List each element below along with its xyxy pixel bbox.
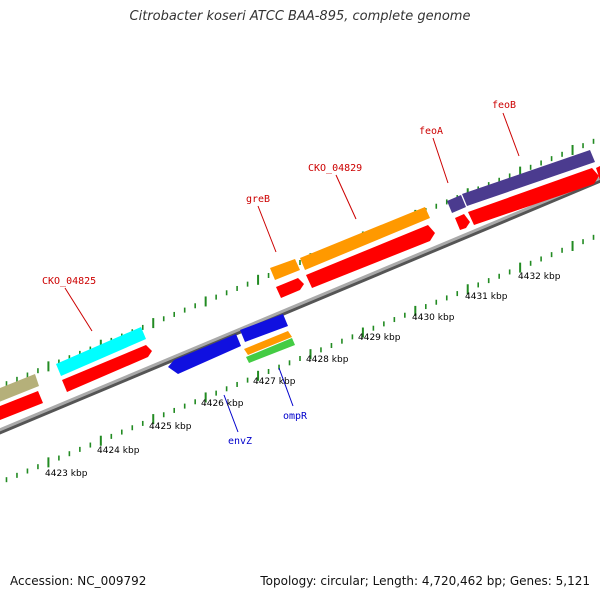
leader-CKO_04829: [335, 174, 357, 220]
scale-labels: 4423 kbp 4424 kbp 4425 kbp 4426 kbp 4427…: [45, 272, 561, 479]
gene-bar-CKO_04825[interactable]: [56, 327, 146, 376]
gene-bar-CKO_04829[interactable]: [300, 207, 430, 270]
cds-bar-right-edge[interactable]: [596, 164, 600, 180]
leader-feoB: [502, 112, 520, 157]
scale-label-4430: 4430 kbp: [412, 313, 455, 323]
reverse-tick-track: [5, 234, 595, 483]
scale-label-4424: 4424 kbp: [97, 446, 140, 456]
cds-bar-unknown-left[interactable]: [0, 391, 43, 422]
scale-label-4432: 4432 kbp: [518, 272, 561, 282]
gene-bar-feoA[interactable]: [447, 195, 466, 213]
scale-label-4427: 4427 kbp: [253, 377, 296, 387]
leader-ompR: [278, 367, 294, 407]
genome-backbone: [0, 176, 600, 432]
accession-label: Accession: NC_009792: [10, 574, 147, 588]
cds-bar-feoA[interactable]: [455, 214, 470, 230]
cds-bar-CKO_04825[interactable]: [62, 345, 152, 392]
scale-label-4428: 4428 kbp: [306, 355, 349, 365]
scale-label-4429: 4429 kbp: [358, 333, 401, 343]
forward-features: [0, 150, 600, 422]
label-ompR[interactable]: ompR: [283, 411, 308, 422]
label-CKO_04825[interactable]: CKO_04825: [42, 276, 96, 287]
gene-bar-green-small[interactable]: [246, 338, 295, 363]
gene-bar-orange-small[interactable]: [244, 331, 292, 355]
leader-CKO_04825: [64, 287, 93, 332]
leader-envZ: [223, 394, 239, 433]
label-CKO_04829[interactable]: CKO_04829: [308, 163, 362, 174]
scale-label-4431: 4431 kbp: [465, 292, 508, 302]
gene-bar-envZ[interactable]: [168, 334, 241, 374]
leader-greB: [257, 205, 277, 253]
map-title: Citrobacter koseri ATCC BAA-895, complet…: [129, 9, 471, 24]
gene-bar-ompR[interactable]: [240, 314, 288, 342]
genome-backbone-shadow: [0, 177, 600, 435]
cds-bar-feoB[interactable]: [468, 168, 599, 225]
label-envZ[interactable]: envZ: [228, 436, 252, 447]
reverse-features: [168, 314, 295, 374]
scale-label-4423: 4423 kbp: [45, 469, 88, 479]
gene-labels: CKO_04825 greB CKO_04829 feoA feoB envZ …: [42, 100, 516, 447]
label-leaders: [64, 112, 520, 433]
genome-summary: Topology: circular; Length: 4,720,462 bp…: [260, 574, 590, 588]
gene-bar-feoB[interactable]: [462, 150, 595, 206]
label-greB[interactable]: greB: [246, 194, 270, 205]
label-feoB[interactable]: feoB: [492, 100, 516, 111]
cds-bar-CKO_04829[interactable]: [306, 225, 435, 288]
scale-label-4426: 4426 kbp: [201, 399, 244, 409]
gene-bar-greB[interactable]: [270, 259, 300, 280]
cds-bar-greB[interactable]: [276, 278, 304, 298]
scale-label-4425: 4425 kbp: [149, 422, 192, 432]
label-feoA[interactable]: feoA: [419, 126, 443, 137]
gene-bar-unknown-left[interactable]: [0, 374, 39, 404]
leader-feoA: [432, 137, 449, 184]
